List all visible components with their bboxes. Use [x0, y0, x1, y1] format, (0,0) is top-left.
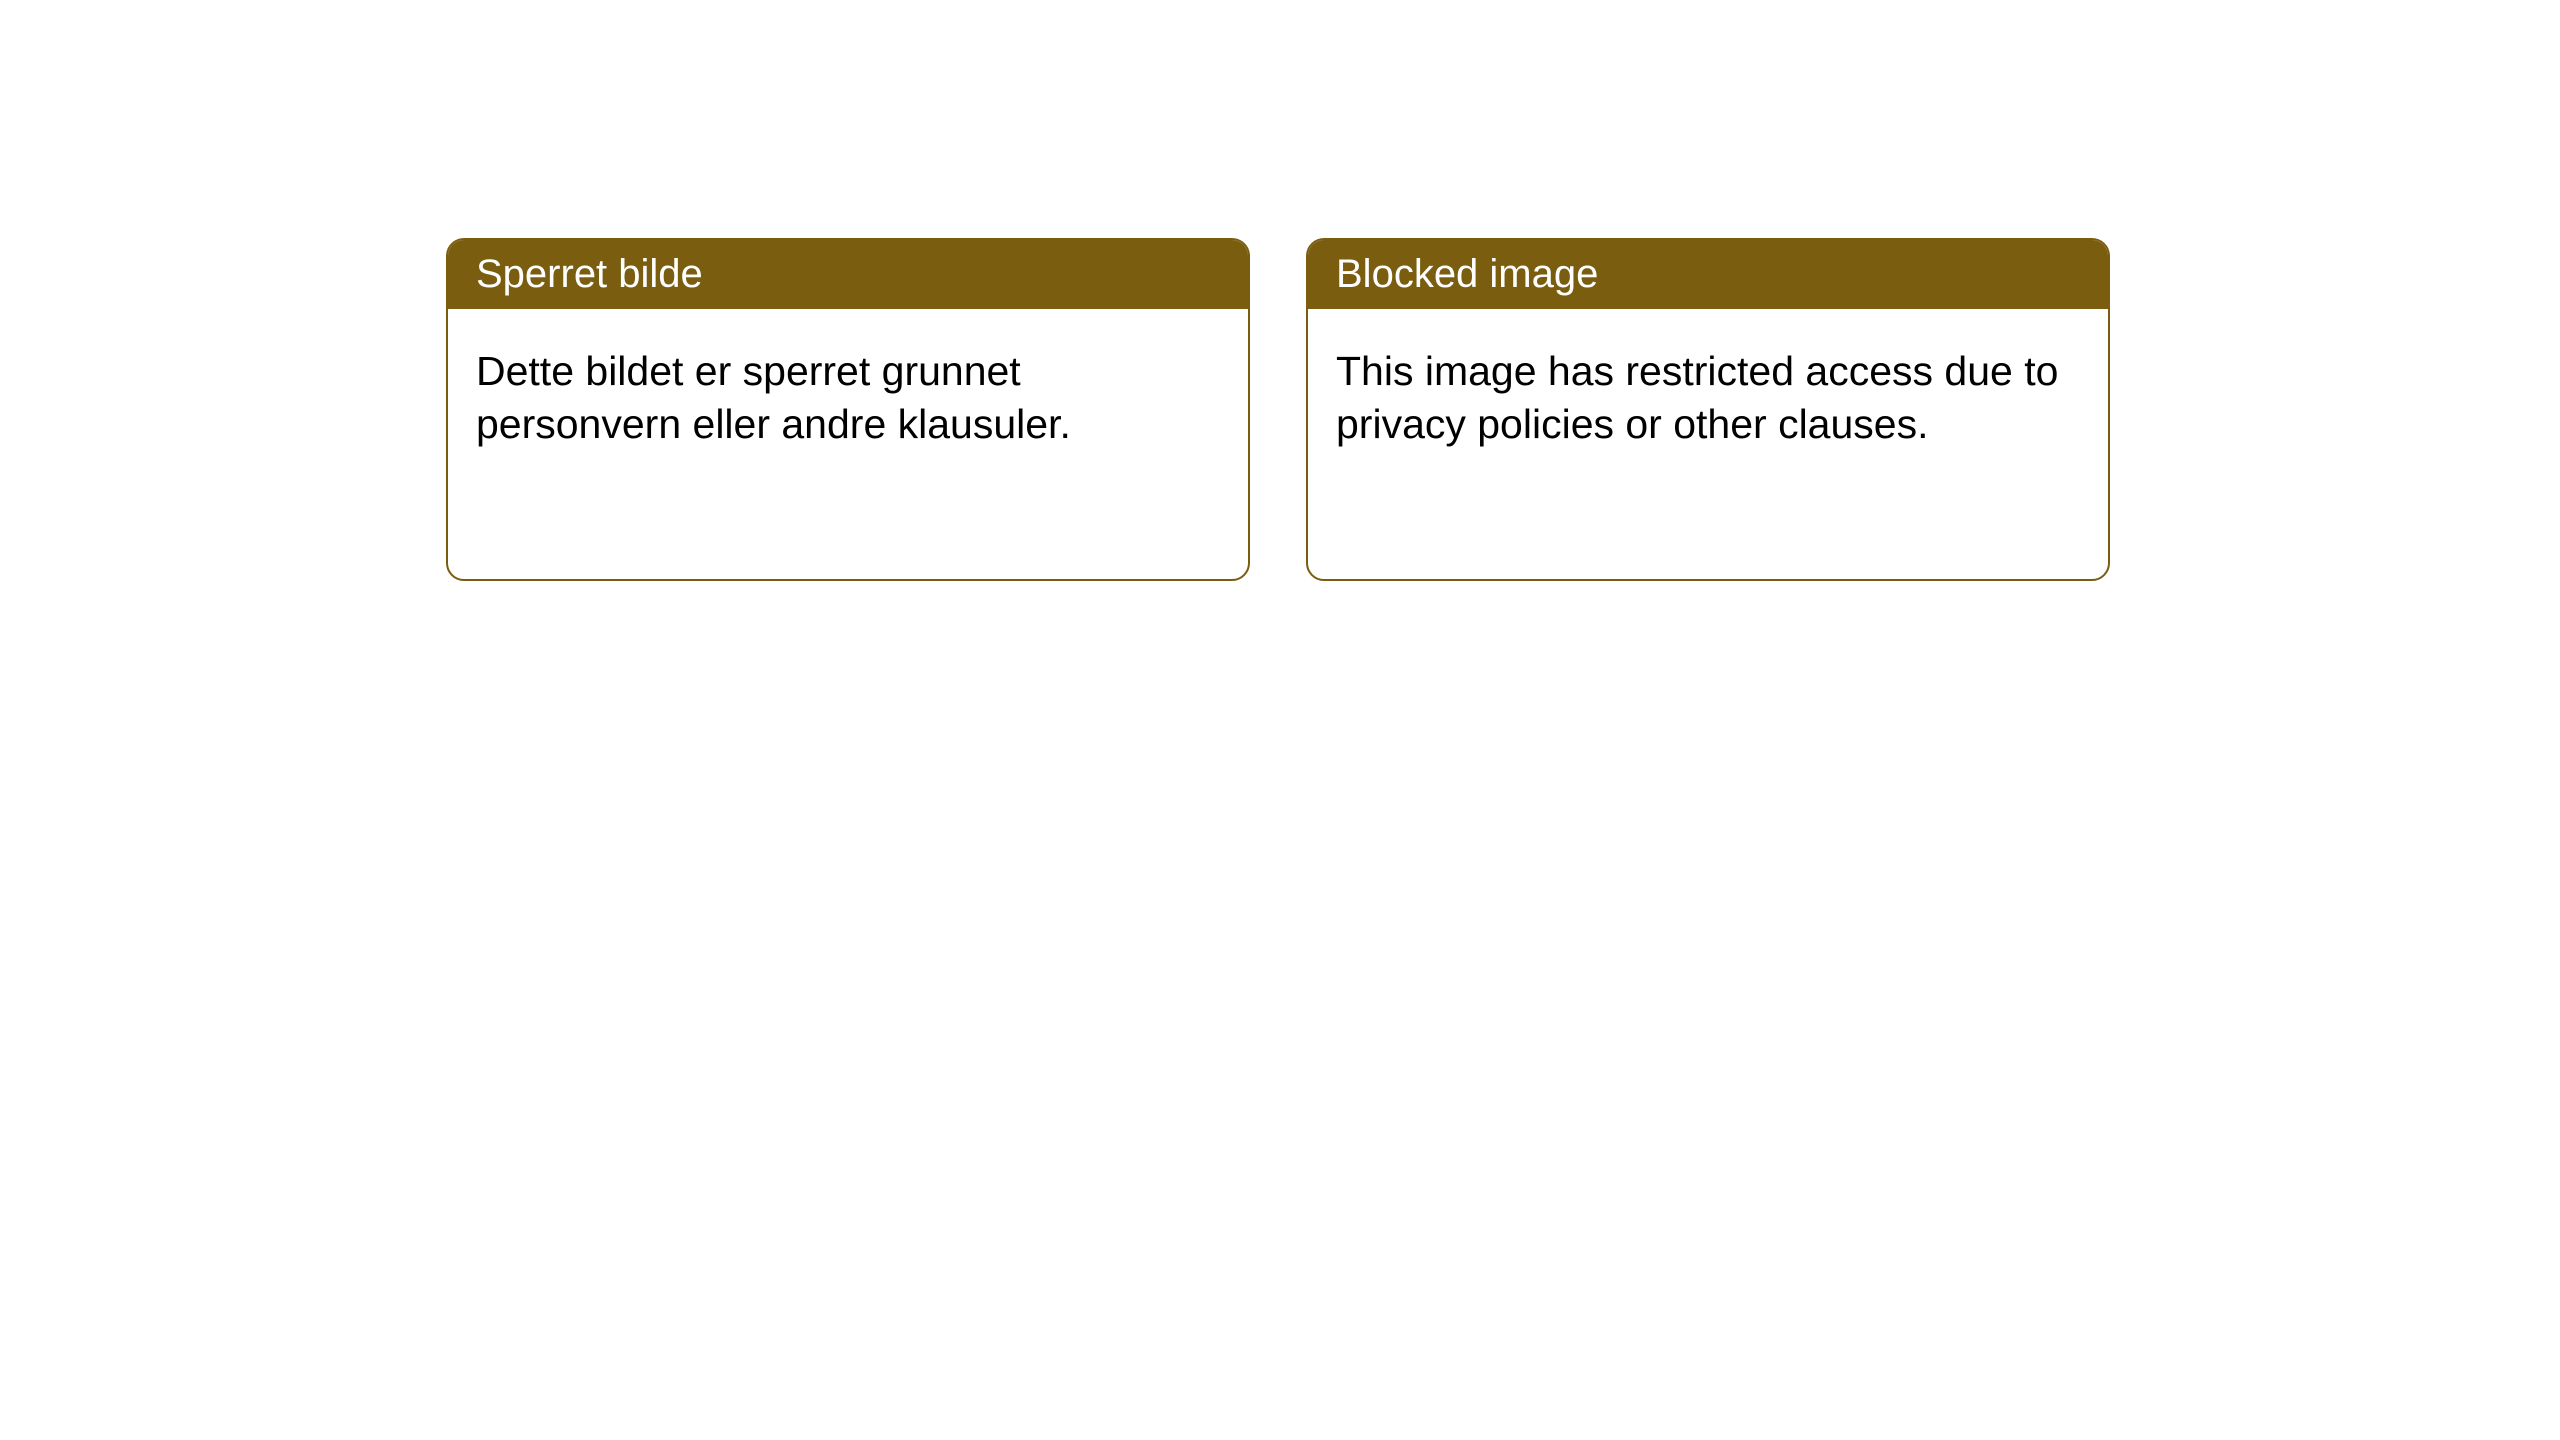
notice-header: Blocked image — [1308, 240, 2108, 309]
notice-card-english: Blocked image This image has restricted … — [1306, 238, 2110, 581]
notice-title: Sperret bilde — [476, 252, 703, 296]
notice-header: Sperret bilde — [448, 240, 1248, 309]
notice-body-text: This image has restricted access due to … — [1336, 348, 2058, 447]
notice-body-text: Dette bildet er sperret grunnet personve… — [476, 348, 1071, 447]
notice-container: Sperret bilde Dette bildet er sperret gr… — [0, 0, 2560, 581]
notice-title: Blocked image — [1336, 252, 1598, 296]
notice-body: Dette bildet er sperret grunnet personve… — [448, 309, 1248, 579]
notice-card-norwegian: Sperret bilde Dette bildet er sperret gr… — [446, 238, 1250, 581]
notice-body: This image has restricted access due to … — [1308, 309, 2108, 579]
